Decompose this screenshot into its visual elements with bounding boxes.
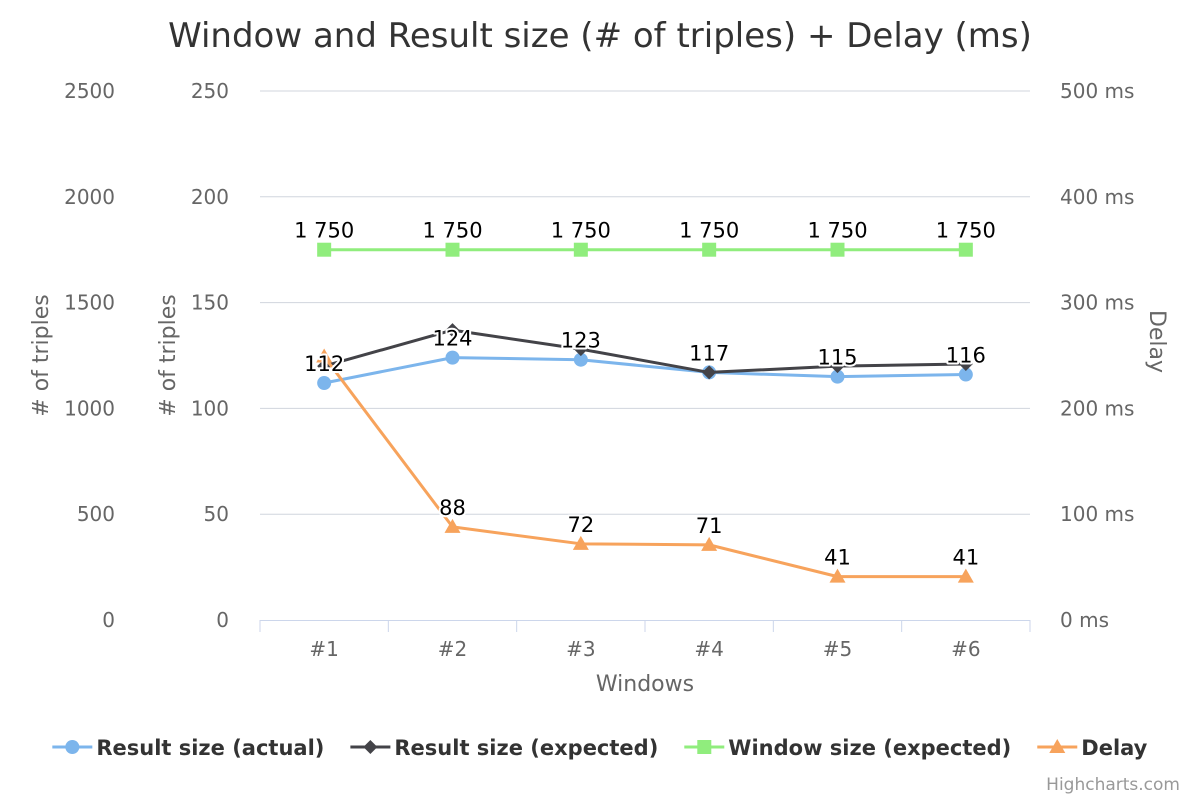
result-size-actual-point <box>317 376 332 391</box>
result-size-expected-line <box>323 328 966 374</box>
y-tick-label-result: 250 <box>191 79 229 103</box>
result-size-expected-point <box>445 323 460 338</box>
grid-lines <box>260 90 1030 515</box>
delay-line <box>322 355 966 579</box>
data-label: 41 <box>824 546 851 570</box>
y-tick-label-result: 150 <box>191 291 229 315</box>
data-label: 41 <box>952 546 979 570</box>
x-tick-label: #6 <box>951 637 980 661</box>
x-axis-title: Windows <box>596 672 694 697</box>
y-tick-label-delay: 0 ms <box>1060 608 1109 632</box>
y-axis-title-result: # of triples <box>156 294 181 416</box>
y-tick-label-window: 2500 <box>64 79 115 103</box>
data-label: 1 750 <box>422 219 482 243</box>
credits-link[interactable]: Highcharts.com <box>1046 775 1180 795</box>
y-tick-label-result: 0 <box>216 608 229 632</box>
chart-title: Window and Result size (# of triples) + … <box>168 16 1032 56</box>
y-axis-title-delay: Delay <box>1144 310 1169 373</box>
result-size-expected-point <box>830 359 845 374</box>
x-tick-label: #1 <box>309 637 338 661</box>
data-label: 115 <box>817 346 857 370</box>
y-tick-label-delay: 500 ms <box>1060 79 1134 103</box>
result-size-actual-point <box>573 352 588 367</box>
data-label: 124 <box>432 327 472 351</box>
legend-label: Delay <box>1081 736 1147 760</box>
legend-item[interactable]: Result size (actual) <box>52 736 324 760</box>
window-size-expected-point <box>445 242 460 257</box>
result-size-actual-line <box>323 356 966 385</box>
delay-point <box>316 348 333 363</box>
y-tick-label-window: 1500 <box>64 291 115 315</box>
data-label: 88 <box>439 496 466 520</box>
result-size-expected-point <box>573 342 588 357</box>
data-label: 1 750 <box>936 219 996 243</box>
result-size-expected-point <box>702 365 717 380</box>
axes: #1 #2 #3 #4 #5 #6 0 500 1000 1500 2000 2500 0 50 100 15… <box>29 79 1169 661</box>
result-size-actual-point <box>445 350 460 365</box>
legend-label: Result size (actual) <box>96 736 324 760</box>
data-label: 1 750 <box>294 219 354 243</box>
data-label: 1 750 <box>807 219 867 243</box>
legend-label: Window size (expected) <box>728 736 1011 760</box>
legend[interactable]: Result size (actual) Result size (expecte… <box>52 736 1148 760</box>
y-tick-label-delay: 300 ms <box>1060 291 1134 315</box>
window-size-expected-point <box>702 242 717 257</box>
y-tick-label-window: 0 <box>102 608 115 632</box>
legend-label: Result size (expected) <box>394 736 658 760</box>
x-tick-label: #4 <box>694 637 723 661</box>
y-axis-title-window: # of triples <box>29 294 54 416</box>
data-label: 117 <box>689 341 729 365</box>
result-size-expected-point <box>958 356 973 371</box>
data-label: 112 <box>304 352 344 376</box>
series-layer <box>316 242 974 583</box>
legend-item[interactable]: Delay <box>1037 736 1148 760</box>
data-label: 1 750 <box>679 219 739 243</box>
y-tick-label-result: 200 <box>191 185 229 209</box>
delay-point <box>829 568 846 583</box>
legend-marker <box>1049 739 1066 753</box>
data-label: 72 <box>567 513 594 537</box>
window-size-expected-point <box>830 242 845 257</box>
delay-point <box>572 535 589 550</box>
y-tick-label-delay: 200 ms <box>1060 396 1134 420</box>
y-tick-label-window: 500 <box>77 502 115 526</box>
legend-marker <box>697 740 712 754</box>
delay-point <box>957 568 974 583</box>
result-size-actual-point <box>830 369 845 384</box>
legend-marker <box>65 740 80 754</box>
delay-point <box>444 518 461 533</box>
y-tick-label-delay: 100 ms <box>1060 502 1134 526</box>
y-tick-label-window: 2000 <box>64 185 115 209</box>
window-size-expected-point <box>573 242 588 257</box>
legend-item[interactable]: Window size (expected) <box>684 736 1011 760</box>
data-label: 71 <box>696 514 723 538</box>
y-tick-label-delay: 400 ms <box>1060 185 1134 209</box>
result-size-actual-point <box>958 367 973 382</box>
legend-marker <box>363 740 378 754</box>
data-label: 116 <box>946 344 986 368</box>
x-tick-label: #2 <box>438 637 467 661</box>
legend-item[interactable]: Result size (expected) <box>350 736 658 760</box>
y-tick-label-result: 50 <box>204 502 229 526</box>
y-tick-label-window: 1000 <box>64 396 115 420</box>
data-label: 1 750 <box>551 219 611 243</box>
window-size-expected-point <box>958 242 973 257</box>
delay-point <box>701 536 718 551</box>
data-labels: 112 124 123 117 115 116 1 750 1 750 1 750 1 750 1 … <box>292 217 998 572</box>
data-label: 123 <box>561 329 601 353</box>
x-tick-label: #5 <box>823 637 852 661</box>
x-tick-label: #3 <box>566 637 595 661</box>
window-size-expected-point <box>317 242 332 257</box>
y-tick-label-result: 100 <box>191 396 229 420</box>
